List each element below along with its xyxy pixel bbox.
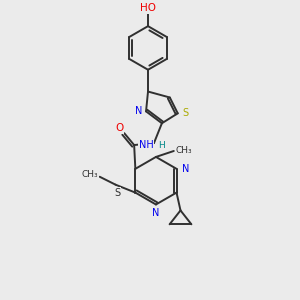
Text: NH: NH	[139, 140, 153, 150]
Text: CH₃: CH₃	[176, 146, 192, 155]
Text: O: O	[115, 123, 123, 133]
Text: S: S	[115, 188, 121, 198]
Text: N: N	[135, 106, 143, 116]
Text: H: H	[158, 140, 165, 149]
Text: HO: HO	[140, 3, 156, 13]
Text: N: N	[182, 164, 189, 174]
Text: N: N	[152, 208, 160, 218]
Text: S: S	[183, 108, 189, 118]
Text: CH₃: CH₃	[82, 170, 98, 179]
